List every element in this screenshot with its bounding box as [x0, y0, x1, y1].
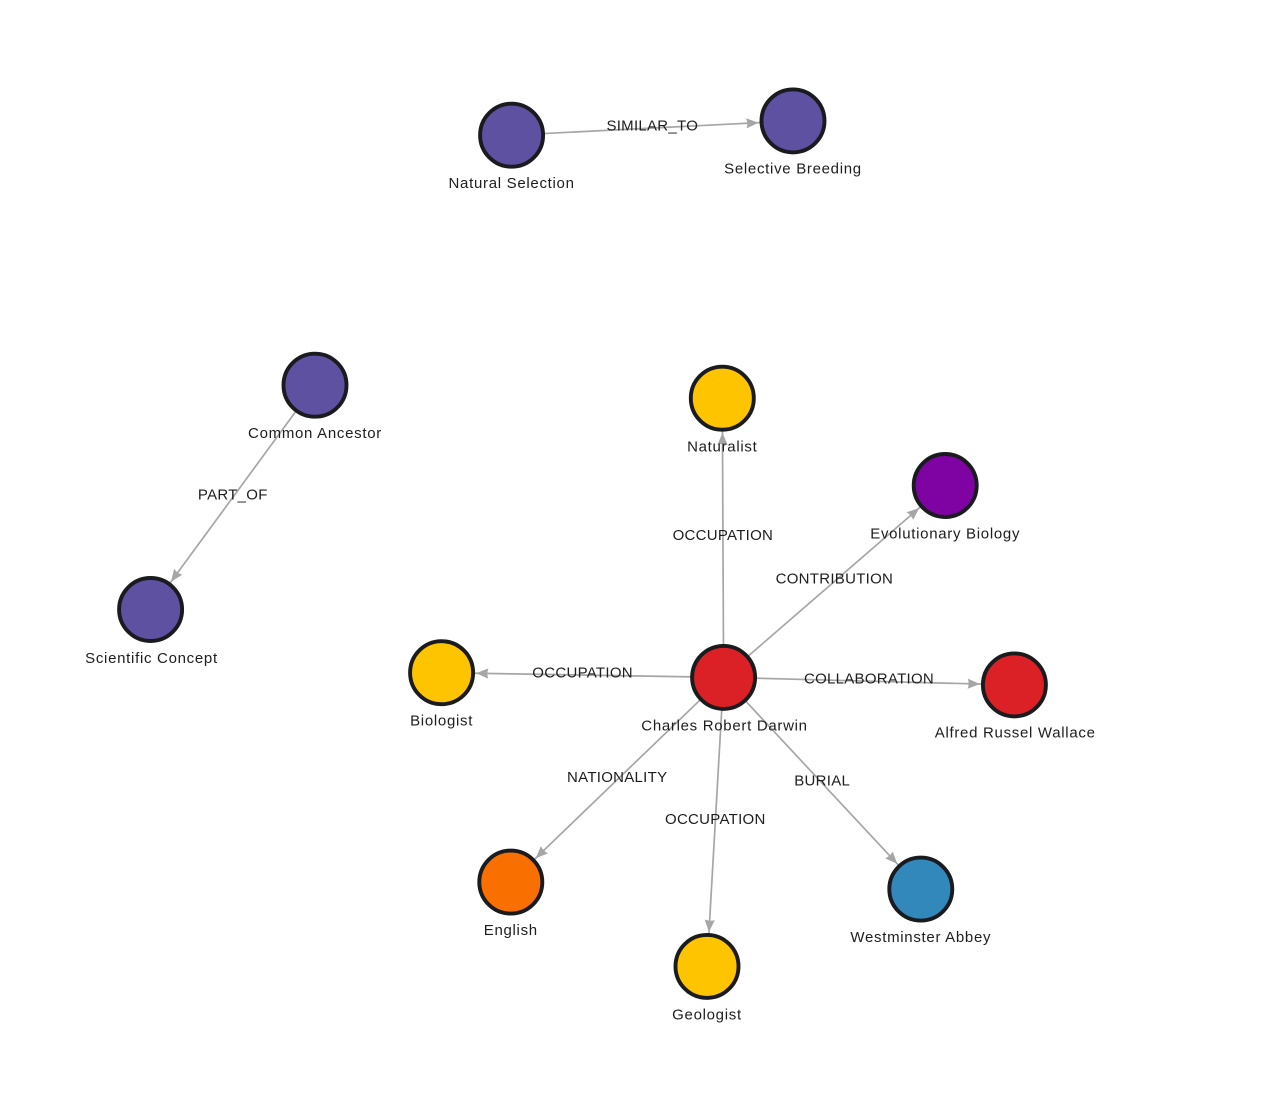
svg-text:BURIAL: BURIAL	[794, 773, 850, 790]
svg-text:Natural Selection: Natural Selection	[449, 175, 575, 192]
svg-text:Westminster Abbey: Westminster Abbey	[850, 929, 991, 946]
svg-text:OCCUPATION: OCCUPATION	[665, 811, 766, 828]
svg-text:NATIONALITY: NATIONALITY	[567, 769, 667, 786]
svg-text:English: English	[484, 922, 538, 939]
svg-text:OCCUPATION: OCCUPATION	[532, 664, 633, 681]
svg-text:Selective Breeding: Selective Breeding	[724, 161, 862, 178]
svg-text:PART_OF: PART_OF	[198, 487, 268, 504]
svg-text:Biologist: Biologist	[410, 713, 473, 730]
svg-text:CONTRIBUTION: CONTRIBUTION	[776, 571, 894, 588]
svg-text:COLLABORATION: COLLABORATION	[804, 670, 934, 687]
svg-text:Alfred Russel Wallace: Alfred Russel Wallace	[935, 725, 1096, 742]
svg-text:Scientific Concept: Scientific Concept	[85, 650, 218, 667]
svg-text:SIMILAR_TO: SIMILAR_TO	[606, 117, 698, 134]
svg-text:Evolutionary Biology: Evolutionary Biology	[870, 526, 1020, 543]
svg-text:Naturalist: Naturalist	[687, 439, 757, 456]
svg-text:Charles Robert Darwin: Charles Robert Darwin	[641, 718, 807, 735]
svg-text:OCCUPATION: OCCUPATION	[673, 527, 774, 544]
svg-text:Common Ancestor: Common Ancestor	[248, 425, 382, 442]
svg-text:Geologist: Geologist	[672, 1007, 742, 1024]
